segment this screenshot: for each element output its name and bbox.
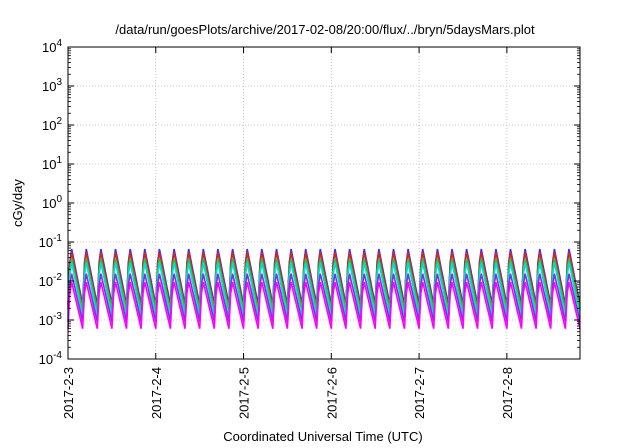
x-tick-label: 2017-2-3	[61, 367, 76, 419]
y-tick-base: 10	[39, 313, 53, 328]
x-tick-label: 2017-2-7	[412, 367, 427, 419]
y-tick-base: 10	[42, 79, 56, 94]
y-tick-label: 101	[42, 155, 62, 172]
y-tick-base: 10	[42, 196, 56, 211]
x-axis-label: Coordinated Universal Time (UTC)	[223, 429, 422, 444]
y-tick-base: 10	[39, 235, 53, 250]
y-tick-exponent: 1	[56, 155, 62, 166]
y-tick-base: 10	[42, 157, 56, 172]
series-group	[67, 248, 581, 329]
x-tick-label: 2017-2-8	[500, 367, 515, 419]
y-tick-label: 104	[42, 38, 62, 55]
y-tick-exponent: 4	[56, 38, 62, 49]
y-tick-exponent: -4	[53, 350, 62, 361]
x-axis-ticks: 2017-2-3 2017-2-4 2017-2-5 2017-2-6 2017-2-7…	[61, 47, 515, 419]
series-line-4	[67, 262, 581, 318]
x-tick-label: 2017-2-5	[237, 367, 252, 419]
chart-title: /data/run/goesPlots/archive/2017-02-08/2…	[115, 22, 535, 37]
x-tick-label: 2017-2-6	[324, 367, 339, 419]
y-tick-base: 10	[39, 274, 53, 289]
series-line-5	[67, 273, 581, 322]
y-tick-label: 10-2	[39, 272, 63, 289]
y-axis-label: cGy/day	[10, 179, 25, 227]
y-tick-label: 10-4	[39, 350, 63, 367]
y-tick-label: 102	[42, 116, 62, 133]
y-tick-label: 103	[42, 77, 62, 94]
y-tick-exponent: -3	[53, 311, 62, 322]
series-line-6	[67, 282, 581, 329]
y-tick-label: 10-1	[39, 233, 63, 250]
y-tick-exponent: 0	[56, 194, 62, 205]
y-tick-exponent: 3	[56, 77, 62, 88]
y-tick-base: 10	[39, 352, 53, 367]
x-tick-label: 2017-2-4	[149, 367, 164, 419]
y-tick-base: 10	[42, 40, 56, 55]
y-tick-exponent: -1	[53, 233, 62, 244]
y-tick-label: 100	[42, 194, 62, 211]
y-tick-exponent: -2	[53, 272, 62, 283]
y-tick-label: 10-3	[39, 311, 63, 328]
y-tick-base: 10	[42, 118, 56, 133]
y-tick-exponent: 2	[56, 116, 62, 127]
